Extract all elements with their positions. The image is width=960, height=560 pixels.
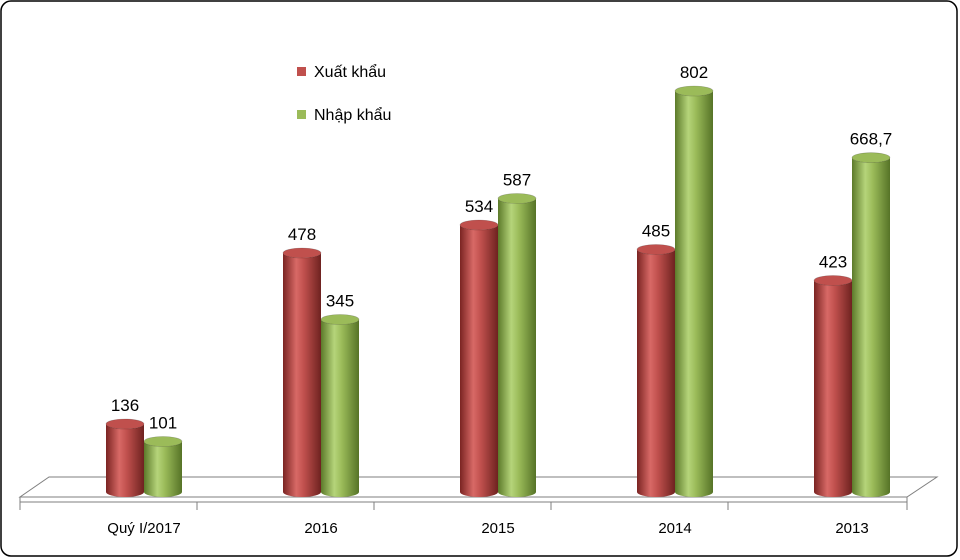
category-label: 2016 — [304, 520, 337, 537]
category-label: 2015 — [481, 520, 514, 537]
category-label: Quý I/2017 — [107, 520, 180, 537]
data-label: 423 — [819, 253, 847, 272]
legend: Xuất khẩu Nhập khẩu — [297, 63, 391, 124]
bar-body — [321, 319, 359, 497]
bar — [105, 418, 145, 497]
data-label: 587 — [503, 171, 531, 190]
bar-cap — [105, 418, 145, 430]
bar-body — [460, 225, 498, 497]
data-label: 345 — [326, 292, 354, 311]
bar-body — [498, 198, 536, 497]
bar-cap — [143, 436, 183, 447]
bar — [674, 85, 714, 497]
data-label: 485 — [642, 222, 670, 241]
data-label: 802 — [680, 63, 708, 82]
bar-body — [106, 424, 144, 497]
data-label: 136 — [111, 396, 139, 415]
bar-body — [852, 157, 890, 497]
bar-cap — [851, 152, 891, 163]
bar-cap — [813, 275, 853, 286]
bar-cap — [674, 85, 714, 97]
bar — [320, 314, 360, 497]
bar — [636, 244, 676, 497]
category-ticks — [19, 502, 908, 510]
bar-body — [637, 249, 675, 497]
data-label: 534 — [465, 197, 493, 216]
floor-front — [19, 496, 908, 503]
legend-swatch — [297, 67, 306, 76]
bar-cap — [636, 244, 676, 255]
data-label-group: 136 478 534 485 423 101 345 587 802 668,7 — [111, 63, 892, 433]
category-label: 2014 — [658, 520, 691, 537]
data-label: 668,7 — [850, 130, 893, 149]
bar-body — [814, 280, 852, 497]
bar-cap — [497, 193, 537, 204]
legend-swatch — [297, 110, 306, 119]
bar — [497, 193, 537, 497]
bar-cap — [282, 247, 322, 259]
bar-cap — [459, 219, 499, 231]
bar — [282, 247, 322, 497]
bar-series-group — [105, 85, 891, 497]
bar-body — [144, 441, 182, 497]
bar-body — [283, 253, 321, 497]
bar — [851, 152, 891, 497]
legend-label: Nhập khẩu — [314, 106, 391, 124]
category-label: 2013 — [835, 520, 868, 537]
bar — [813, 275, 853, 497]
bar — [459, 219, 499, 497]
bar — [143, 436, 183, 497]
category-label-group: Quý I/2017 2016 2015 2014 2013 — [107, 520, 868, 537]
bar-body — [675, 91, 713, 497]
data-label: 478 — [288, 225, 316, 244]
data-label: 101 — [149, 414, 177, 433]
bar-cap — [320, 314, 360, 325]
legend-label: Xuất khẩu — [314, 63, 386, 81]
